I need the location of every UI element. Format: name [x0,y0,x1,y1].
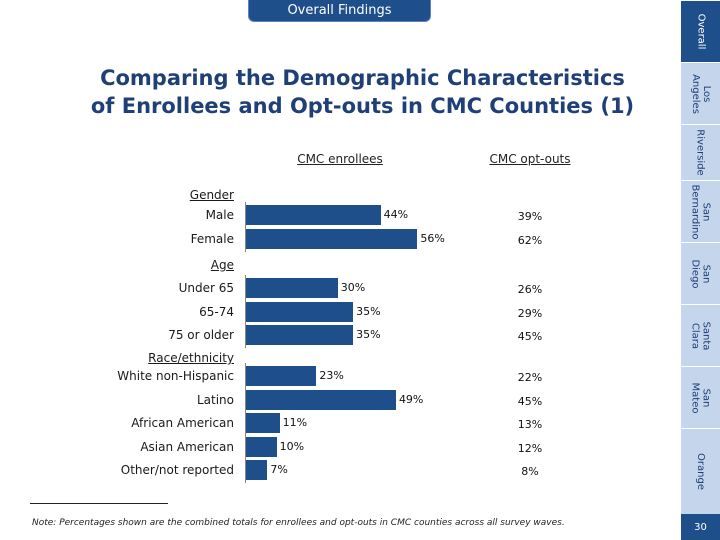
county-side-nav: Overall Los Angeles Riverside San Bernardino S… [681,0,720,540]
side-tab-label: Riverside [695,129,706,176]
row-label-75-or-older: 75 or older [168,328,234,342]
side-tab-label: Los Angeles [689,73,712,114]
bar-label-enrollees-65-74: 35% [356,304,381,318]
header-tab: Overall Findings [248,0,431,22]
group-label-gender: Gender [189,188,234,202]
bar-label-enrollees-other-not-reported: 7% [270,463,288,476]
title-line-2: of Enrollees and Opt-outs in CMC Countie… [90,94,635,118]
group-label-age: Age [210,258,234,272]
optouts-value-65-74: 29% [517,306,543,320]
row-label-under-65: Under 65 [178,281,234,295]
side-tab-san-diego[interactable]: San Diego [681,242,720,304]
side-tab-santa-clara[interactable]: Santa Clara [681,304,720,366]
note-divider [30,503,168,504]
axis-line [245,363,246,483]
row-label-latino: Latino [196,392,234,407]
title-line-1: Comparing the Demographic Characteristic… [100,66,625,90]
column-header-optouts: CMC opt-outs [480,152,580,167]
optouts-value-75-or-older: 45% [517,330,543,343]
header-tab-label: Overall Findings [287,3,392,18]
bar-label-enrollees-white-non-hispanic: 23% [319,369,344,382]
column-header-enrollees: CMC enrollees [290,152,390,167]
side-tab-riverside[interactable]: Riverside [681,124,720,180]
bar-enrollees-female [246,228,418,249]
side-tab-overall[interactable]: Overall [681,0,720,62]
bar-label-enrollees-under-65: 30% [340,281,366,294]
bar-enrollees-75-or-older [246,325,354,345]
row-label-white-non-hispanic: White non-Hispanic [117,369,234,383]
column-header-enrollees-label: CMC enrollees [297,152,383,166]
bar-label-enrollees-latino: 49% [398,392,424,406]
row-label-female: Female [190,231,234,246]
optouts-value-african-american: 13% [517,418,543,431]
side-tab-label: Overall [695,13,706,50]
row-label-65-74: 65-74 [199,304,234,319]
optouts-value-white-non-hispanic: 22% [517,371,543,384]
page-title: Comparing the Demographic Characteristic… [60,64,665,120]
page-number: 30 [681,514,720,540]
row-label-other-not-reported: Other/not reported [120,463,234,477]
bar-enrollees-latino [246,389,396,410]
footnote: Note: Percentages shown are the combined… [32,518,565,528]
optouts-value-other-not-reported: 8% [521,465,539,478]
side-tab-label: San Mateo [689,382,712,413]
side-tab-san-bernardino[interactable]: San Bernardino [681,180,720,242]
row-label-male: Male [205,208,234,222]
bar-enrollees-white-non-hispanic [246,366,317,386]
row-label-asian-american: Asian American [140,439,234,454]
bar-enrollees-under-65 [246,278,338,298]
axis-line [245,202,246,252]
optouts-value-latino: 45% [517,394,543,408]
side-tab-label: Orange [694,453,706,490]
group-label-race-ethnicity: Race/ethnicity [148,351,234,365]
row-label-african-american: African American [131,416,234,430]
bar-enrollees-african-american [246,413,280,433]
axis-line [245,275,246,348]
side-tab-label: San Bernardino [689,184,712,239]
optouts-value-under-65: 26% [517,283,543,296]
side-tab-label: San Diego [689,258,712,289]
bar-enrollees-asian-american [246,436,277,457]
optouts-value-male: 39% [517,210,543,223]
bar-label-enrollees-asian-american: 10% [279,439,305,453]
column-header-optouts-label: CMC opt-outs [489,152,571,166]
bar-enrollees-65-74 [246,301,354,322]
side-tab-san-mateo[interactable]: San Mateo [681,366,720,428]
optouts-value-asian-american: 12% [517,441,543,455]
bar-label-enrollees-female: 56% [420,231,445,245]
side-tab-los-angeles[interactable]: Los Angeles [681,62,720,124]
side-tab-label: Santa Clara [689,321,712,350]
bar-label-enrollees-75-or-older: 35% [356,328,381,341]
bar-enrollees-other-not-reported [246,460,268,480]
side-tab-orange[interactable]: Orange [681,428,720,514]
bar-enrollees-male [246,205,381,225]
optouts-value-female: 62% [517,233,543,247]
bar-label-enrollees-male: 44% [383,208,409,221]
bar-label-enrollees-african-american: 11% [282,416,308,429]
